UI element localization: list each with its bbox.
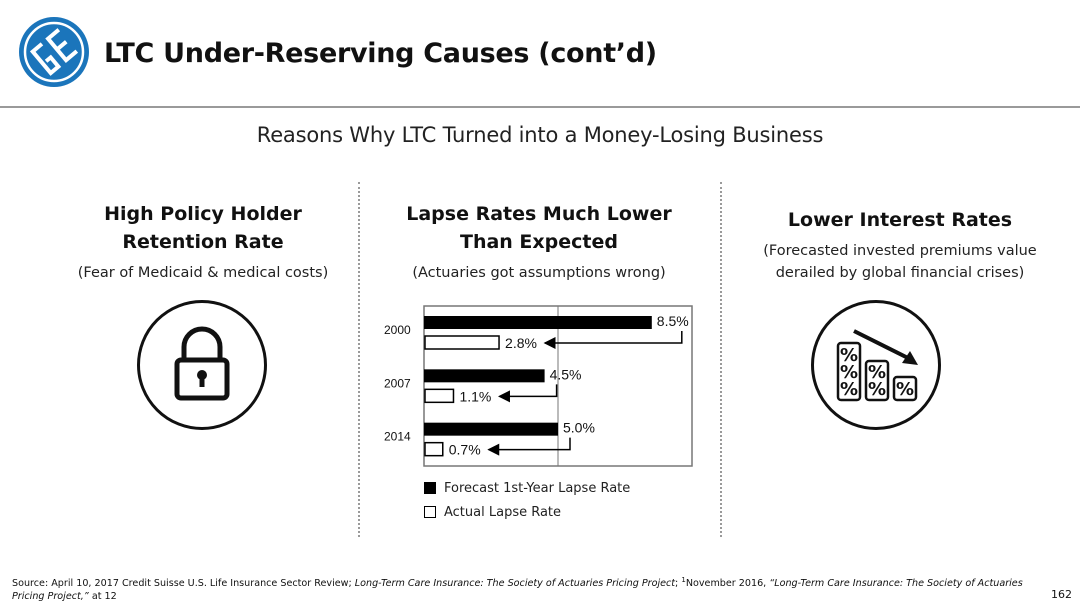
comparison-arrow: [487, 437, 571, 456]
falling-percent-icon: %%% %% %: [836, 329, 918, 402]
column-heading: Lapse Rates Much Lower: [406, 203, 672, 225]
forecast-bar: [424, 422, 558, 436]
actual-value-label: 0.7%: [449, 442, 481, 458]
legend-label: Actual Lapse Rate: [444, 504, 562, 520]
svg-text:%: %: [840, 345, 858, 366]
actual-value-label: 2.8%: [505, 335, 537, 351]
legend-item-forecast: Forecast 1st-Year Lapse Rate: [424, 476, 630, 500]
forecast-bar: [424, 369, 545, 383]
falling-percent-icon-circle: %%% %% %: [811, 300, 941, 430]
legend-swatch-forecast: [424, 482, 436, 494]
slide-subtitle: Reasons Why LTC Turned into a Money-Losi…: [256, 123, 824, 147]
category-label: 2000: [384, 323, 411, 337]
actual-bar: [424, 441, 444, 457]
actual-bar: [424, 335, 500, 350]
category-label: 2007: [384, 376, 411, 390]
forecast-bar: [424, 316, 652, 329]
padlock-icon: [174, 326, 230, 401]
comparison-arrow: [497, 384, 558, 403]
comparison-arrow: [543, 331, 683, 349]
svg-text:%: %: [840, 379, 858, 400]
column-heading: Retention Rate: [122, 231, 284, 253]
svg-text:%: %: [868, 379, 886, 400]
actual-value-label: 1.1%: [459, 388, 491, 404]
column-heading: Than Expected: [459, 231, 618, 253]
forecast-value-label: 8.5%: [657, 313, 689, 329]
column-heading: Lower Interest Rates: [787, 209, 1013, 231]
column-note: (Actuaries got assumptions wrong): [412, 265, 666, 281]
column-heading: High Policy Holder: [104, 203, 302, 225]
lapse-column: Lapse Rates Much Lower Than Expected (Ac…: [378, 200, 700, 284]
page-number: 162: [1051, 588, 1072, 601]
forecast-value-label: 5.0%: [563, 420, 595, 436]
column-note: derailed by global financial crises): [775, 265, 1025, 281]
legend-swatch-actual: [424, 506, 436, 518]
legend-label: Forecast 1st-Year Lapse Rate: [444, 480, 631, 496]
title-divider: [0, 106, 1080, 108]
interest-column: Lower Interest Rates (Forecasted investe…: [730, 206, 1070, 284]
column-note: (Fear of Medicaid & medical costs): [77, 265, 329, 281]
legend-item-actual: Actual Lapse Rate: [424, 500, 630, 524]
svg-text:%: %: [840, 362, 858, 383]
chart-legend: Forecast 1st-Year Lapse Rate Actual Laps…: [424, 476, 630, 524]
retention-column: High Policy Holder Retention Rate (Fear …: [48, 200, 358, 284]
lapse-rate-chart: 2000 8.5% 2.8% 2007 4.5% 1.1% 2014 5.0% 0.7%: [384, 305, 693, 467]
actual-bar: [424, 388, 455, 404]
column-divider: [358, 182, 360, 537]
forecast-value-label: 4.5%: [550, 366, 582, 382]
svg-text:%: %: [868, 362, 886, 383]
svg-text:%: %: [896, 379, 914, 400]
company-logo-icon: [19, 17, 89, 87]
source-footnote: Source: April 10, 2017 Credit Suisse U.S…: [12, 576, 1023, 603]
column-note: (Forecasted invested premiums value: [763, 243, 1037, 259]
padlock-icon-circle: [137, 300, 267, 430]
category-label: 2014: [384, 430, 411, 444]
column-divider: [720, 182, 722, 537]
page-title: LTC Under-Reserving Causes (cont’d): [104, 38, 657, 69]
